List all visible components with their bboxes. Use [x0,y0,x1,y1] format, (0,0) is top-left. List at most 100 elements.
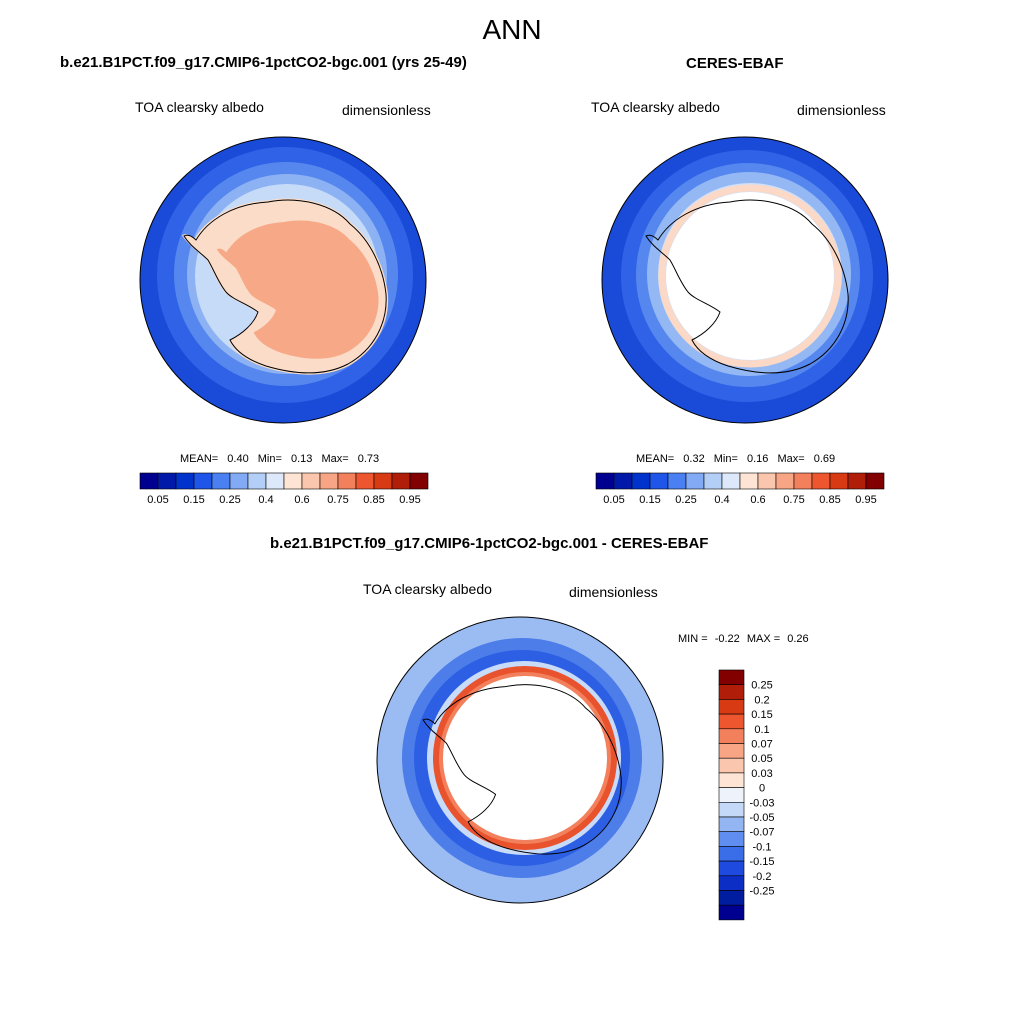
diff-colorbar-swatch [718,772,745,788]
panel2-mean-value: 0.32 [683,453,705,465]
panel1-colorbar-swatch [373,472,393,490]
diff-colorbar-swatch [718,846,745,862]
panel2-units-label: dimensionless [797,102,886,118]
diff-colorbar-swatch [718,669,745,685]
panel2-colorbar-swatch [685,472,705,490]
diff-panel-title: b.e21.B1PCT.f09_g17.CMIP6-1pctCO2-bgc.00… [270,535,709,552]
diff-colorbar-tick-label: 0.2 [754,694,769,706]
diff-map [377,617,663,903]
panel2-title: CERES-EBAF [686,55,784,72]
panel1-colorbar-tick-label: 0.4 [258,494,273,506]
panel2-colorbar-swatch [721,472,741,490]
panel1-max-value: 0.73 [357,453,380,465]
diff-colorbar-swatch [718,816,745,832]
diff-colorbar-swatch [718,757,745,774]
panel1-map [140,137,426,423]
panel2-map [602,137,888,423]
panel2-colorbar-tick-label: 0.15 [639,494,660,506]
panel2-colorbar-tick-label: 0.05 [603,494,624,506]
panel2-colorbar-swatch [595,472,615,490]
diff-colorbar-swatch [718,728,745,744]
panel1-colorbar-tick-label: 0.15 [183,494,204,506]
diff-colorbar-tick-label: 0.03 [751,768,772,780]
panel2-max-value: 0.69 [813,453,836,465]
panel2-colorbar-swatch [775,472,795,490]
panel2-map-border [601,136,889,424]
panel1-colorbar-tick-label: 0.05 [147,494,168,506]
panel2-colorbar-swatch [865,472,885,490]
diff-colorbar-tick-label: 0.1 [754,724,769,736]
diff-min-label: MIN = [678,633,708,645]
main-title: ANN [482,14,542,45]
panel1-colorbar-swatch [193,472,213,490]
diff-max-label: MAX = [746,633,781,645]
panel2-colorbar-tick-label: 0.25 [675,494,696,506]
panel2-mean-label: MEAN= [636,453,675,465]
diff-colorbar-tick-label: 0 [759,783,765,795]
diff-colorbar-tick-label: -0.2 [753,871,772,883]
diff-map-border [376,616,664,904]
panel1-colorbar-swatch [283,472,303,490]
panel1-colorbar-swatch [139,472,159,490]
panel1-colorbar: 0.05 0.15 0.25 0.4 0.6 0.75 0.85 0.95 [139,472,429,506]
diff-colorbar-tick-label: -0.1 [753,841,772,853]
panel2-min-label: Min= [713,453,738,465]
panel2-colorbar-tick-label: 0.75 [783,494,804,506]
panel1-min-value: 0.13 [290,453,313,465]
diff-minmax: MIN = -0.22 MAX = 0.26 [678,633,809,645]
panel2-colorbar-swatch [667,472,687,490]
panel2-max-label: Max= [777,453,805,465]
panel2-colorbar-tick-label: 0.6 [750,494,765,506]
panel2-colorbar-swatch [829,472,849,490]
diff-colorbar-swatch [718,713,745,730]
panel1-colorbar-swatch [301,472,321,490]
panel1-min-label: Min= [257,453,282,465]
panel2-colorbar-swatch [631,472,651,490]
panel1-colorbar-swatch [355,472,375,490]
panel2-colorbar-swatch [811,472,831,490]
panel1-colorbar-swatch [337,472,357,490]
panel1-colorbar-swatch [247,472,267,490]
diff-colorbar-swatch [718,787,745,803]
panel2-min-value: 0.16 [746,453,769,465]
diff-colorbar-tick-label: 0.07 [751,739,772,751]
diff-colorbar-tick-label: 0.25 [751,680,772,692]
panel1-colorbar-swatch [319,472,339,490]
diff-colorbar-tick-label: -0.25 [749,886,774,898]
panel1-colorbar-swatch [175,472,195,490]
diff-colorbar-swatch [718,743,745,759]
diff-variable-label: TOA clearsky albedo [363,581,492,597]
panel2-colorbar-swatch [703,472,723,490]
diff-colorbar-tick-label: 0.15 [751,709,772,721]
panel2-colorbar-swatch [757,472,777,490]
panel2-colorbar-swatch [847,472,867,490]
diff-colorbar-swatch [718,875,745,891]
panel2-variable-label: TOA clearsky albedo [591,99,720,115]
panel1-colorbar-swatch [265,472,285,490]
panel1-colorbar-swatch [391,472,411,490]
diff-colorbar-swatch [718,699,745,715]
diff-colorbar-swatch [718,684,745,700]
panel1-colorbar-swatch [229,472,249,490]
diff-colorbar-swatch [718,860,745,877]
diff-colorbar-swatch [718,831,745,847]
panel2-colorbar-swatch [793,472,813,490]
diff-max-value: 0.26 [787,633,809,645]
panel1-colorbar-tick-label: 0.95 [399,494,420,506]
panel2-colorbar-tick-label: 0.4 [714,494,729,506]
panel1-map-border [139,136,427,424]
diff-colorbar-tick-label: 0.05 [751,753,772,765]
diff-units-label: dimensionless [569,584,658,600]
panel1-colorbar-tick-label: 0.85 [363,494,384,506]
panel2-colorbar-swatch [649,472,669,490]
panel1-units-label: dimensionless [342,102,431,118]
diff-colorbar-swatch [718,801,745,818]
diff-colorbar-swatch [718,890,745,906]
diff-colorbar: 0.25 0.2 0.15 0.1 0.07 0.05 0.03 0 -0.03 -0.05 -0.… [718,669,775,921]
panel1-variable-label: TOA clearsky albedo [135,99,264,115]
panel1-colorbar-tick-label: 0.6 [294,494,309,506]
panel2-colorbar-swatch [613,472,633,490]
panel2-colorbar-tick-label: 0.85 [819,494,840,506]
panel2-colorbar: 0.05 0.15 0.25 0.4 0.6 0.75 0.85 0.95 [595,472,885,506]
panel1-colorbar-swatch [211,472,231,490]
